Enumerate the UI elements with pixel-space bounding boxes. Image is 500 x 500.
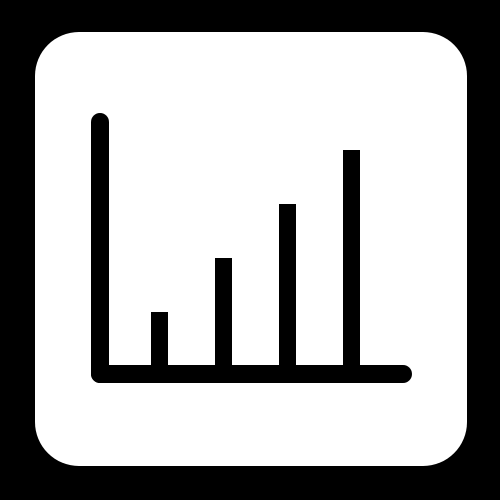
bar-4: [343, 150, 360, 366]
bar-3: [279, 204, 296, 366]
bar-2: [215, 258, 232, 366]
chart-glyph: [91, 113, 412, 383]
bar-1: [151, 312, 168, 366]
